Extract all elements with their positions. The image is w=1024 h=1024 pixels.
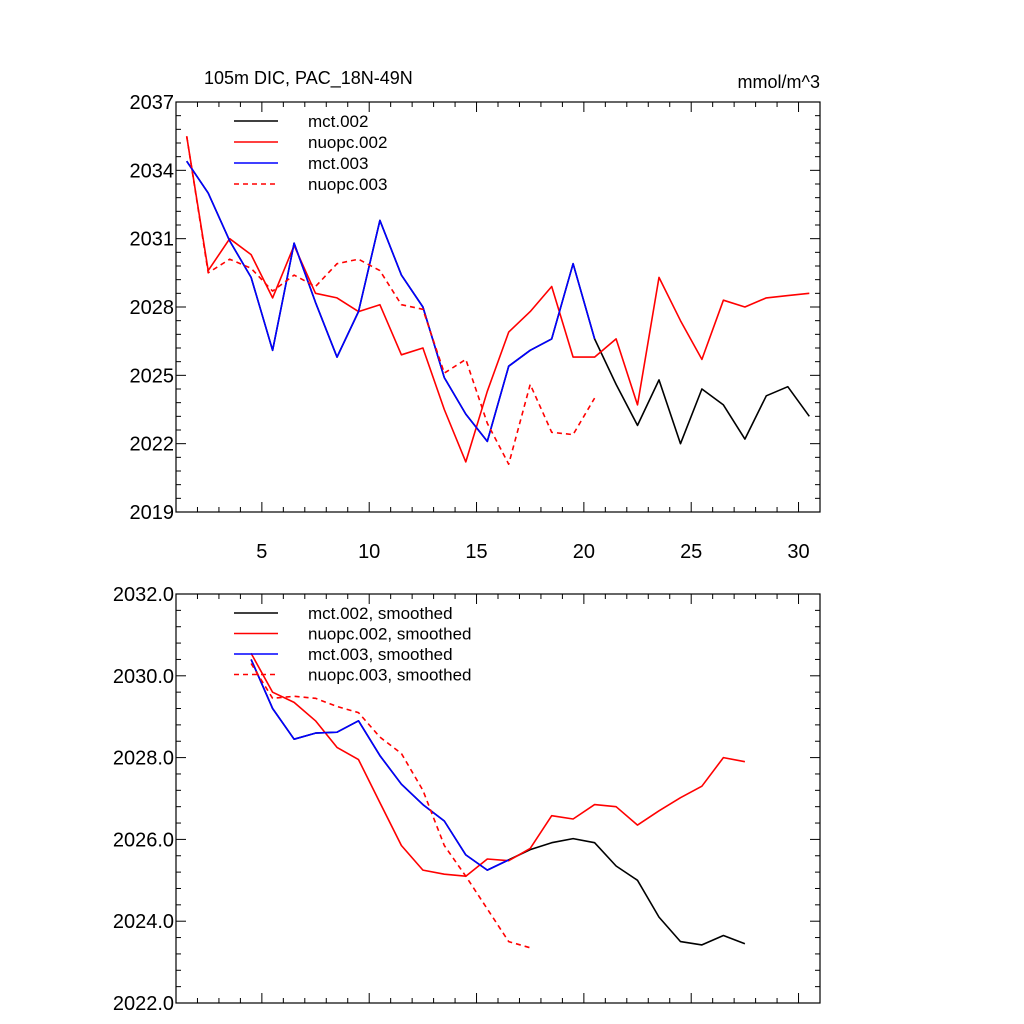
top-chart-units: mmol/m^3 xyxy=(738,72,820,92)
bottom-series-line-4 xyxy=(250,663,531,949)
top-y-tick-label: 2031 xyxy=(130,229,175,251)
top-panel: 105m DIC, PAC_18N-49N mmol/m^3 2019 2022 2… xyxy=(130,68,821,563)
bottom-y-tick-label: 2024.0 xyxy=(113,911,174,933)
bottom-y-tick-label: 2032.0 xyxy=(113,584,174,606)
top-series-line-2 xyxy=(185,136,810,463)
top-x-tick-label: 10 xyxy=(358,541,380,563)
bottom-y-tick-label: 2030.0 xyxy=(113,666,174,688)
top-y-tick-label: 2019 xyxy=(130,502,175,524)
top-legend-label-3: mct.003 xyxy=(308,154,368,173)
bottom-plot-frame xyxy=(175,593,821,1004)
top-y-tick-label: 2028 xyxy=(130,297,175,319)
bottom-legend-label-3: mct.003, smoothed xyxy=(308,645,453,664)
bottom-series-line-2 xyxy=(250,652,746,878)
top-y-tick-label: 2037 xyxy=(130,92,175,114)
bottom-legend-label-1: mct.002, smoothed xyxy=(308,604,453,623)
bottom-y-tick-label: 2028.0 xyxy=(113,748,174,770)
top-x-tick-label: 30 xyxy=(787,541,809,563)
top-y-tick-label: 2022 xyxy=(130,434,175,456)
top-legend-label-2: nuopc.002 xyxy=(308,133,387,152)
top-chart-title: 105m DIC, PAC_18N-49N xyxy=(204,68,413,89)
top-x-tick-label: 25 xyxy=(680,541,702,563)
top-y-tick-label: 2025 xyxy=(130,365,175,387)
top-x-tick-label: 20 xyxy=(573,541,595,563)
top-x-tick-label: 5 xyxy=(256,541,267,563)
top-series-line-4 xyxy=(185,136,596,466)
top-legend-label-1: mct.002 xyxy=(308,112,368,131)
bottom-panel: 2022.0 2024.0 2026.0 2028.0 2030.0 2032.0 mct.… xyxy=(113,584,821,1015)
top-legend-label-4: nuopc.003 xyxy=(308,175,387,194)
bottom-y-tick-label: 2022.0 xyxy=(113,993,174,1015)
top-x-tick-label: 15 xyxy=(465,541,487,563)
bottom-y-tick-label: 2026.0 xyxy=(113,829,174,851)
top-y-tick-label: 2034 xyxy=(130,160,175,182)
bottom-legend-label-4: nuopc.003, smoothed xyxy=(308,666,472,685)
bottom-series-line-3 xyxy=(250,659,510,871)
top-series-line-3 xyxy=(186,160,596,443)
bottom-legend-label-2: nuopc.002, smoothed xyxy=(308,625,472,644)
